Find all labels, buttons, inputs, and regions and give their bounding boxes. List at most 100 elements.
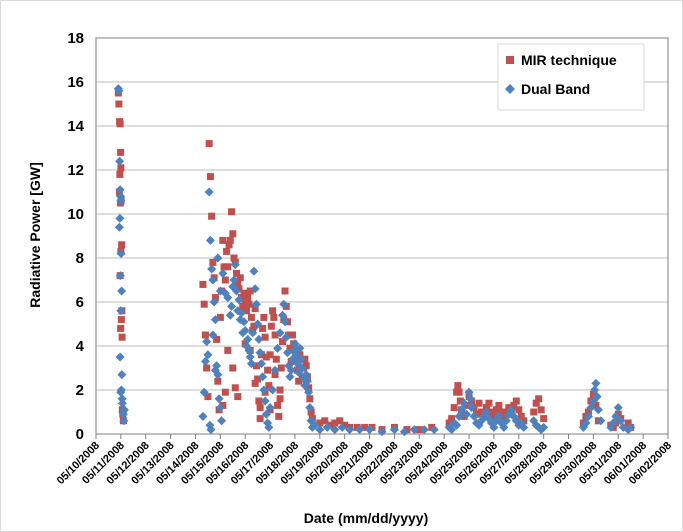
mir-technique-point [285,331,293,339]
dual-band-point [229,275,239,285]
dual-band-point [296,354,306,364]
mir-technique-point [251,379,259,387]
mir-technique-point [118,241,126,249]
mir-technique-point [225,241,233,249]
dual-band-point [240,326,250,336]
mir-technique-point [368,423,376,431]
mir-technique-point [331,419,339,427]
dual-band-point [253,319,263,329]
dual-band-point [389,425,399,435]
dual-band-point [115,156,125,166]
mir-technique-point [485,399,493,407]
y-tick-label: 10 [67,206,84,223]
dual-band-point [250,284,260,294]
mir-technique-point [502,408,510,416]
mir-technique-point [306,395,314,403]
mir-technique-point [589,390,597,398]
dual-band-point [210,315,220,325]
mir-technique-point [256,415,264,423]
dual-band-point [447,425,457,435]
dual-band-point [593,405,603,415]
dual-band-point [297,363,307,373]
mir-technique-point [505,404,513,412]
dual-band-point [419,425,429,435]
dual-band-point [469,411,479,421]
mir-technique-point [415,426,423,434]
mir-technique-point [515,406,523,414]
mir-technique-point [326,421,334,429]
dual-band-point [116,387,126,397]
dual-band-point [337,422,347,432]
dual-band-point [218,268,228,278]
dual-band-point [291,350,301,360]
dual-band-point [310,420,320,430]
dual-band-point [613,403,623,413]
mir-technique-point [229,364,237,372]
mir-technique-point [224,346,232,354]
mir-technique-point [240,289,248,297]
mir-technique-point [512,397,520,405]
mir-technique-point [246,287,254,295]
y-tick-label: 12 [67,162,84,179]
mir-technique-point [252,362,260,370]
mir-technique-point [540,415,548,423]
dual-band-point [280,317,290,327]
dual-band-point [232,286,242,296]
mir-technique-point [117,324,125,332]
dual-band-point [409,425,419,435]
dual-band-point [236,308,246,318]
dual-band-point [208,330,218,340]
mir-technique-point [231,384,239,392]
mir-technique-point [274,401,282,409]
mir-technique-point [510,401,518,409]
mir-technique-point [220,263,228,271]
legend-marker-mir-technique [506,56,514,64]
dual-band-point [519,422,529,432]
mir-technique-point [270,313,278,321]
dual-band-point [290,339,300,349]
mir-technique-point [316,419,324,427]
y-tick-label: 16 [67,74,84,91]
dual-band-point [251,299,261,309]
mir-technique-point [201,331,209,339]
mir-technique-point [448,415,456,423]
mir-technique-point [295,377,303,385]
dual-band-point [608,418,618,428]
y-tick-labels: 0 2 4 6 8 10 12 14 16 18 [67,30,84,443]
mir-technique-point [242,307,250,315]
mir-technique-point [261,333,269,341]
dual-band-point [255,348,265,358]
dual-band-point [258,372,268,382]
legend-box [497,43,645,111]
mir-technique-point [205,140,213,148]
dual-band-point [115,185,125,195]
dual-band-point [230,260,240,270]
mir-technique-point [116,120,124,128]
dual-band-point [429,425,439,435]
mir-technique-point [477,408,485,416]
dual-band-point [279,299,289,309]
mir-technique-point [530,408,538,416]
legend-label-dual-band: Dual Band [521,81,590,97]
mir-technique-point [199,280,207,288]
dual-band-point [115,352,125,362]
dual-band-point [225,310,235,320]
mir-technique-point [237,294,245,302]
mir-technique-point [250,322,258,330]
dual-band-point [206,425,216,435]
mir-technique-point [475,399,483,407]
dual-band-point [501,416,511,426]
series-dual-band [113,84,636,437]
dual-band-point [213,253,223,263]
mir-technique-point [456,397,464,405]
series-mir-technique [114,89,635,434]
mir-technique-point [353,423,361,431]
mir-technique-point [236,274,244,282]
mir-technique-point [460,412,468,420]
dual-band-point [481,407,491,417]
dual-band-point [581,418,591,428]
mir-technique-point [239,302,247,310]
mir-technique-point [286,344,294,352]
mir-technique-point [219,236,227,244]
dual-band-point [205,235,215,245]
